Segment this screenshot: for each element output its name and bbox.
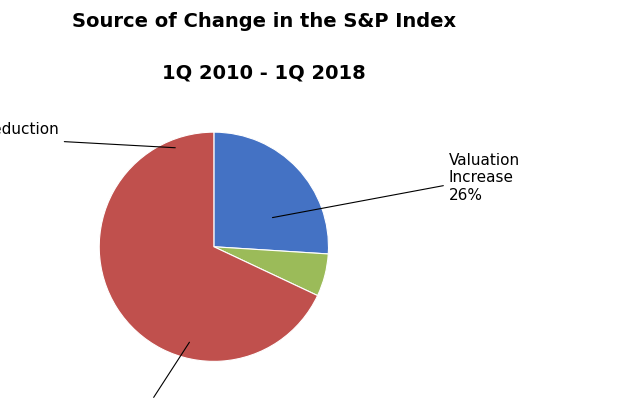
Text: Profit Increase
68%: Profit Increase 68% — [85, 342, 195, 398]
Text: Source of Change in the S&P Index: Source of Change in the S&P Index — [72, 12, 456, 31]
Wedge shape — [99, 132, 318, 361]
Text: Share Reduction
6%: Share Reduction 6% — [0, 122, 175, 154]
Wedge shape — [214, 247, 328, 296]
Text: Valuation
Increase
26%: Valuation Increase 26% — [272, 153, 520, 218]
Text: 1Q 2010 - 1Q 2018: 1Q 2010 - 1Q 2018 — [162, 64, 366, 83]
Wedge shape — [214, 132, 328, 254]
